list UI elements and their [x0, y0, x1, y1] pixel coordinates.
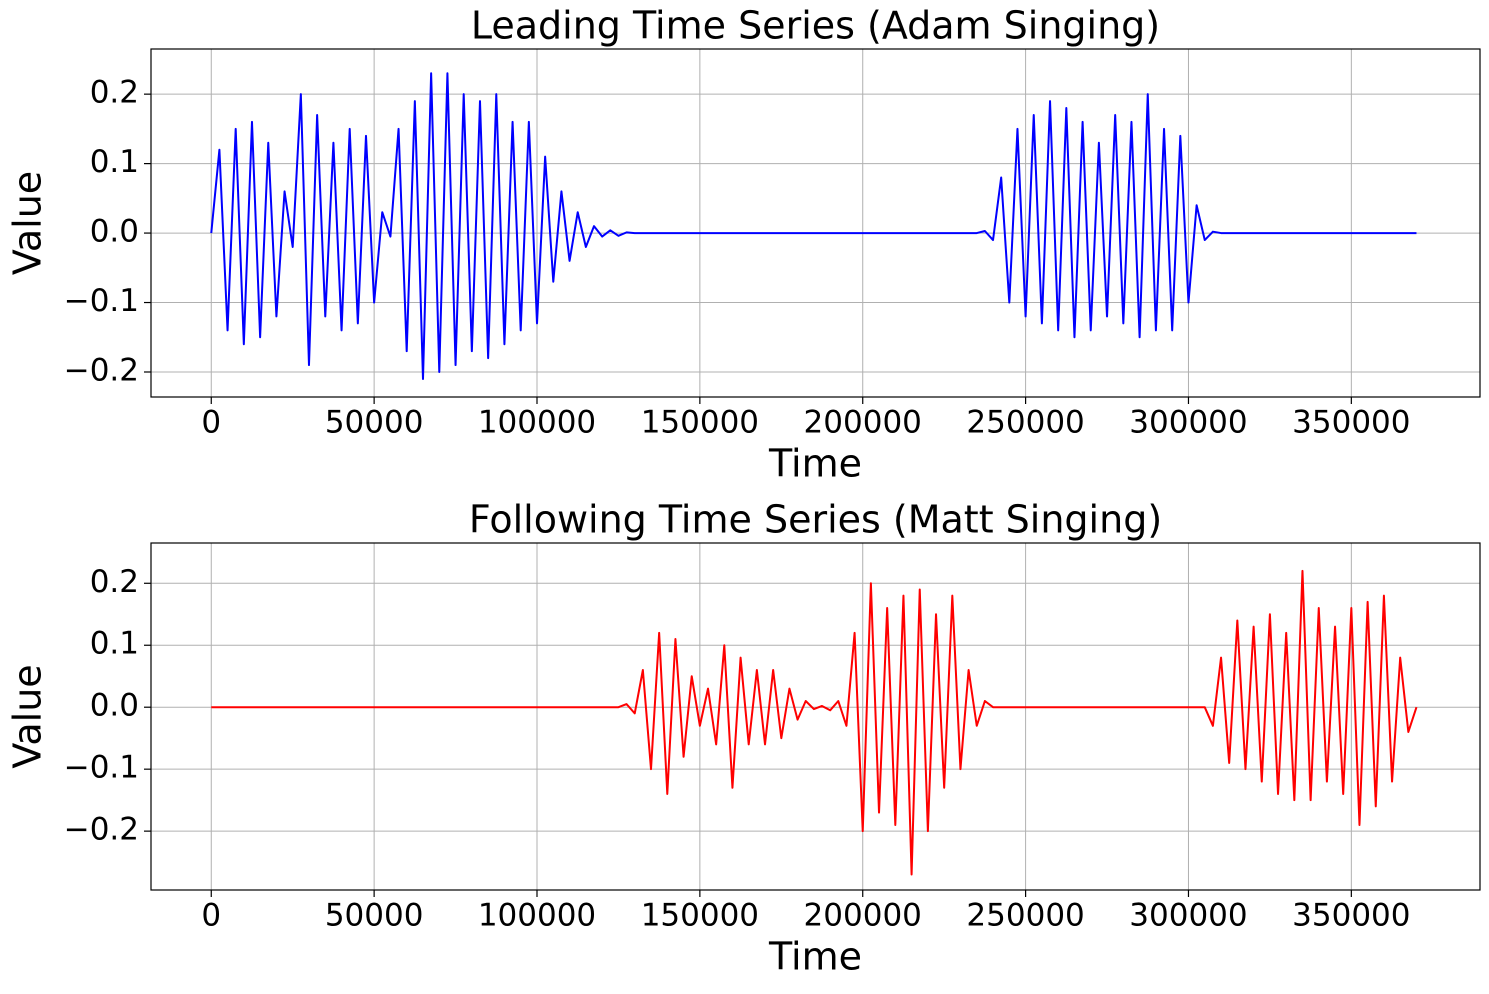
y-axis-label: Value [6, 171, 50, 275]
plot-frame [150, 542, 1481, 891]
y-tick-label: 0.1 [90, 626, 139, 662]
x-tick-label: 0 [201, 405, 221, 441]
y-tick-label: −0.1 [64, 283, 139, 319]
y-tick-label: −0.1 [64, 750, 139, 786]
x-tick-label: 0 [201, 898, 221, 934]
y-tick-label: 0.0 [90, 688, 139, 724]
x-tick-label: 200000 [804, 898, 922, 934]
x-tick-label: 100000 [478, 898, 596, 934]
y-tick-label: 0.0 [90, 214, 139, 250]
waveform-line [210, 72, 1417, 380]
x-tick-label: 50000 [325, 898, 424, 934]
chart-title: Following Time Series (Matt Singing) [469, 498, 1162, 542]
chart-title: Leading Time Series (Adam Singing) [471, 4, 1160, 48]
x-tick-label: 300000 [1129, 405, 1247, 441]
x-tick-label: 200000 [804, 405, 922, 441]
x-tick-label: 250000 [966, 898, 1084, 934]
y-tick-label: −0.2 [64, 812, 139, 848]
x-tick-label: 100000 [478, 405, 596, 441]
y-tick-label: 0.2 [90, 75, 139, 111]
x-tick-label: 50000 [325, 405, 424, 441]
x-axis-label: Time [768, 935, 862, 979]
x-tick-label: 300000 [1129, 898, 1247, 934]
x-tick-label: 150000 [641, 405, 759, 441]
x-tick-label: 250000 [966, 405, 1084, 441]
waveform-line [211, 569, 1418, 876]
x-tick-label: 350000 [1292, 405, 1410, 441]
y-tick-label: −0.2 [64, 352, 139, 388]
plot-frame [150, 48, 1481, 398]
x-tick-label: 350000 [1292, 898, 1410, 934]
x-tick-label: 150000 [641, 898, 759, 934]
x-axis-label: Time [768, 442, 862, 486]
y-tick-label: 0.1 [90, 144, 139, 180]
y-axis-label: Value [6, 664, 50, 768]
y-tick-label: 0.2 [90, 564, 139, 600]
